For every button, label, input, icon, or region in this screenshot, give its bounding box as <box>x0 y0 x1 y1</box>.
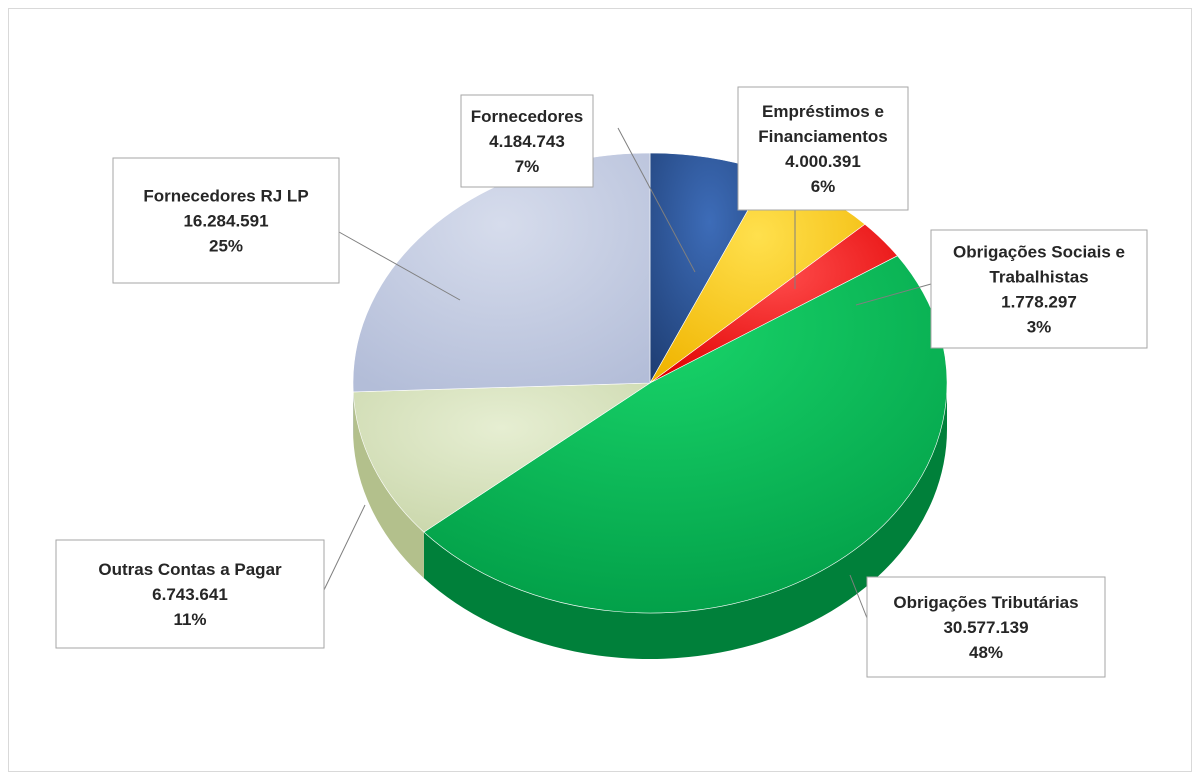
pie-slice-3 <box>423 255 948 614</box>
data-label-label: Fornecedores <box>471 107 583 126</box>
leader-line-3 <box>849 574 868 619</box>
data-label-box <box>112 157 340 284</box>
leader-lines <box>323 127 932 619</box>
data-label-5: Fornecedores RJ LP 16.284.591 25% <box>112 157 340 284</box>
data-labels: Fornecedores 4.184.743 7% Empréstimos e Fina… <box>55 86 1148 678</box>
data-label-3: Obrigações Tributárias 30.577.139 48% <box>866 576 1106 678</box>
data-label-0: Fornecedores 4.184.743 7% <box>460 94 594 188</box>
leader-line-5 <box>338 231 461 301</box>
pie-sides <box>353 383 948 660</box>
data-label-label: Obrigações Sociais e <box>953 243 1125 262</box>
data-label-label: Trabalhistas <box>989 268 1088 287</box>
data-label-percent: 25% <box>209 237 243 256</box>
data-label-value: 16.284.591 <box>183 212 268 231</box>
pie-side-4 <box>353 391 424 579</box>
data-label-percent: 3% <box>1027 318 1052 337</box>
pie-slice-5 <box>352 152 651 393</box>
data-label-value: 4.184.743 <box>489 132 565 151</box>
leader-line-2 <box>855 283 932 306</box>
pie-slices <box>352 152 948 614</box>
data-label-value: 30.577.139 <box>943 618 1028 637</box>
data-label-percent: 6% <box>811 177 836 196</box>
data-label-label: Financiamentos <box>758 127 887 146</box>
data-label-box <box>930 229 1148 349</box>
data-label-box <box>460 94 594 188</box>
data-label-box <box>737 86 909 211</box>
data-label-percent: 11% <box>173 610 206 629</box>
data-label-box <box>55 539 325 649</box>
data-label-label: Fornecedores RJ LP <box>143 187 308 206</box>
leader-line-0 <box>617 127 696 273</box>
data-label-label: Outras Contas a Pagar <box>98 560 282 579</box>
data-label-percent: 48% <box>969 643 1003 662</box>
data-label-label: Empréstimos e <box>762 102 884 121</box>
data-label-label: Obrigações Tributárias <box>893 593 1078 612</box>
data-label-value: 1.778.297 <box>1001 293 1077 312</box>
pie-side-3 <box>423 383 948 660</box>
data-label-4: Outras Contas a Pagar 6.743.641 11% <box>55 539 325 649</box>
data-label-1: Empréstimos e Financiamentos 4.000.391 6% <box>737 86 909 211</box>
data-label-2: Obrigações Sociais e Trabalhistas 1.778.29… <box>930 229 1148 349</box>
pie-slice-4 <box>352 382 652 533</box>
data-label-value: 4.000.391 <box>785 152 861 171</box>
data-label-value: 6.743.641 <box>152 585 228 604</box>
data-label-box <box>866 576 1106 678</box>
leader-line-4 <box>323 504 366 591</box>
data-label-percent: 7% <box>515 157 540 176</box>
